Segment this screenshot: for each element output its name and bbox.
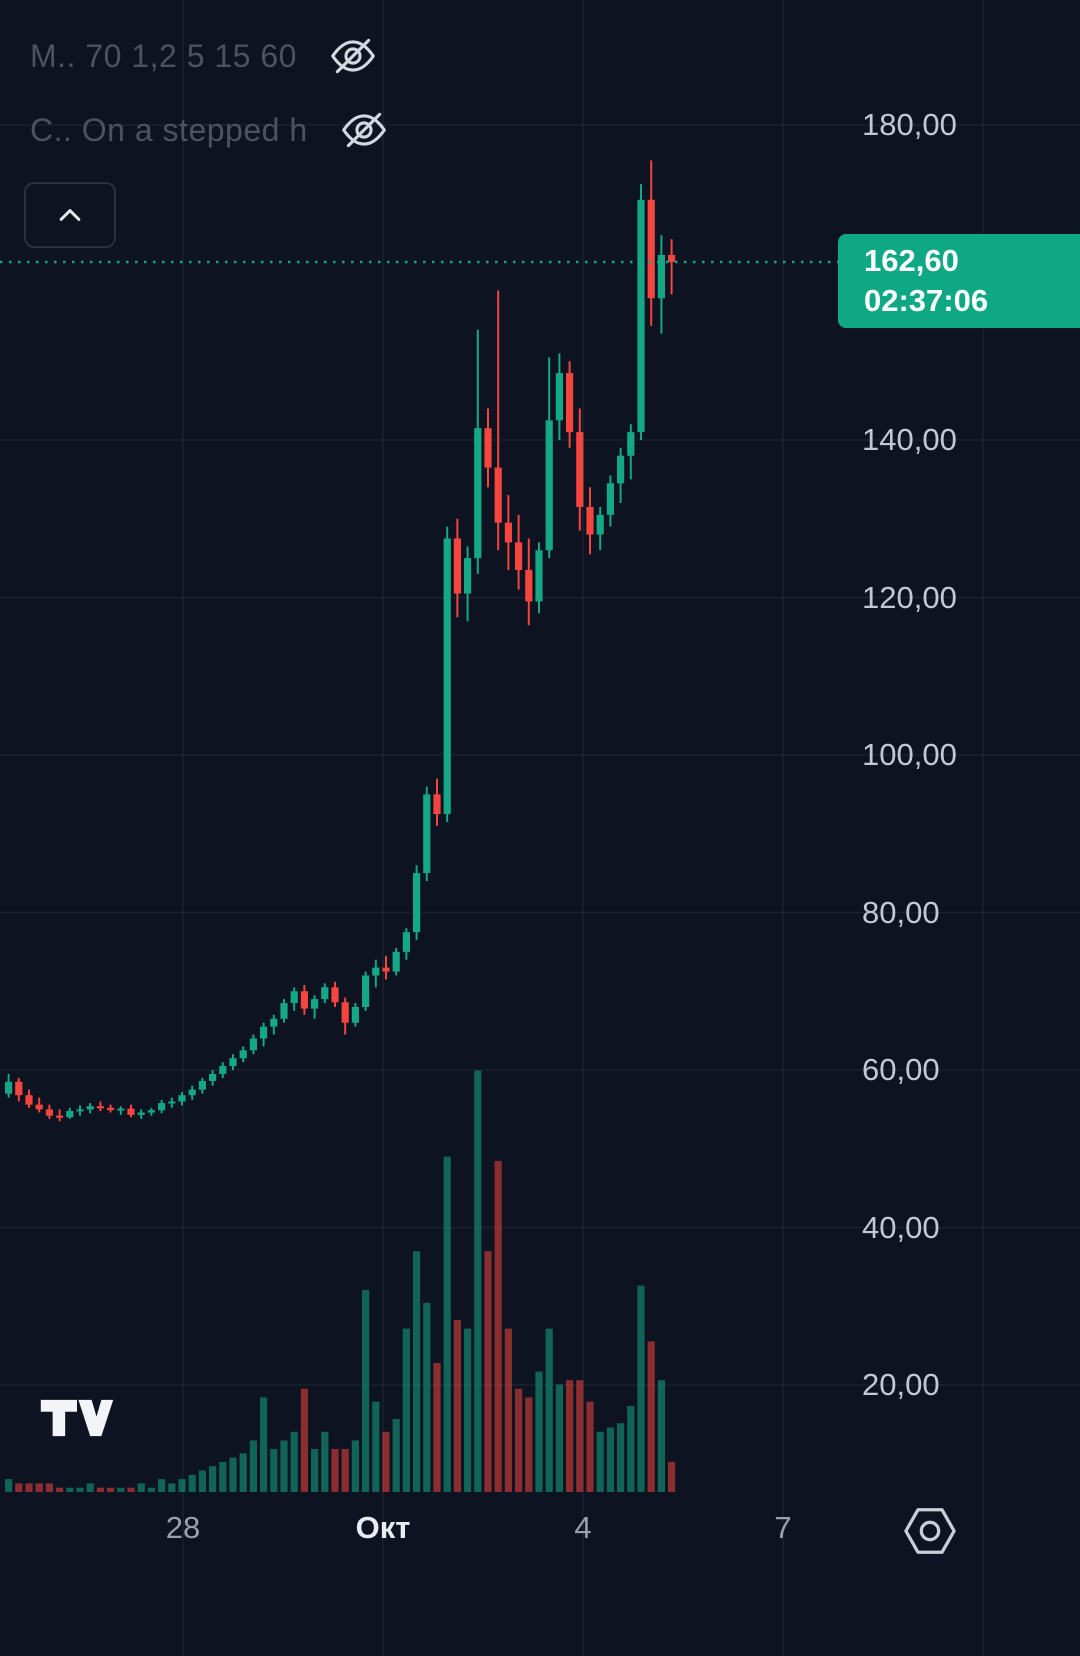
chevron-up-icon	[59, 209, 81, 221]
price-tick-label: 20,00	[862, 1367, 940, 1402]
legend-row-stepped[interactable]: C.. On a stepped h	[30, 104, 390, 156]
price-tick-label: 100,00	[862, 737, 957, 772]
current-price-label[interactable]: 162,60 02:37:06	[838, 234, 1080, 328]
price-tick-label: 180,00	[862, 107, 957, 142]
time-axis[interactable]: 28 Окт 4 7	[0, 1500, 1080, 1560]
current-price-value: 162,60	[864, 243, 959, 279]
volume-layer	[5, 1070, 676, 1492]
collapse-legend-button[interactable]	[24, 182, 116, 248]
indicator-legend: M.. 70 1,2 5 15 60 C.. On a stepped h	[30, 30, 390, 156]
price-tick-label: 140,00	[862, 422, 957, 457]
price-axis[interactable]: 180,00 140,00 120,00 100,00 80,00 60,00 40,00 2…	[838, 0, 1080, 1500]
price-tick-label: 40,00	[862, 1209, 940, 1245]
visibility-toggle-stepped[interactable]	[338, 104, 390, 156]
tradingview-logo[interactable]	[38, 1396, 116, 1445]
time-tick-label: 4	[574, 1510, 592, 1545]
eye-off-icon	[341, 112, 386, 148]
gear-icon[interactable]	[903, 1504, 957, 1558]
legend-stepped-label: C.. On a stepped h	[30, 111, 308, 148]
time-tick-label: 28	[165, 1510, 201, 1545]
price-tick-label: 80,00	[862, 894, 940, 930]
bar-countdown: 02:37:06	[864, 283, 989, 318]
tradingview-logo-icon	[40, 1399, 114, 1437]
time-tick-label: Окт	[355, 1510, 411, 1545]
candles-layer	[5, 160, 676, 1122]
time-tick-label: 7	[774, 1510, 792, 1545]
visibility-toggle-ma[interactable]	[327, 30, 379, 82]
legend-ma-label: M.. 70 1,2 5 15 60	[30, 37, 297, 74]
price-tick-label: 60,00	[862, 1052, 940, 1087]
legend-row-ma[interactable]: M.. 70 1,2 5 15 60	[30, 30, 390, 82]
eye-off-icon	[331, 38, 375, 74]
price-tick-label: 120,00	[862, 579, 957, 615]
